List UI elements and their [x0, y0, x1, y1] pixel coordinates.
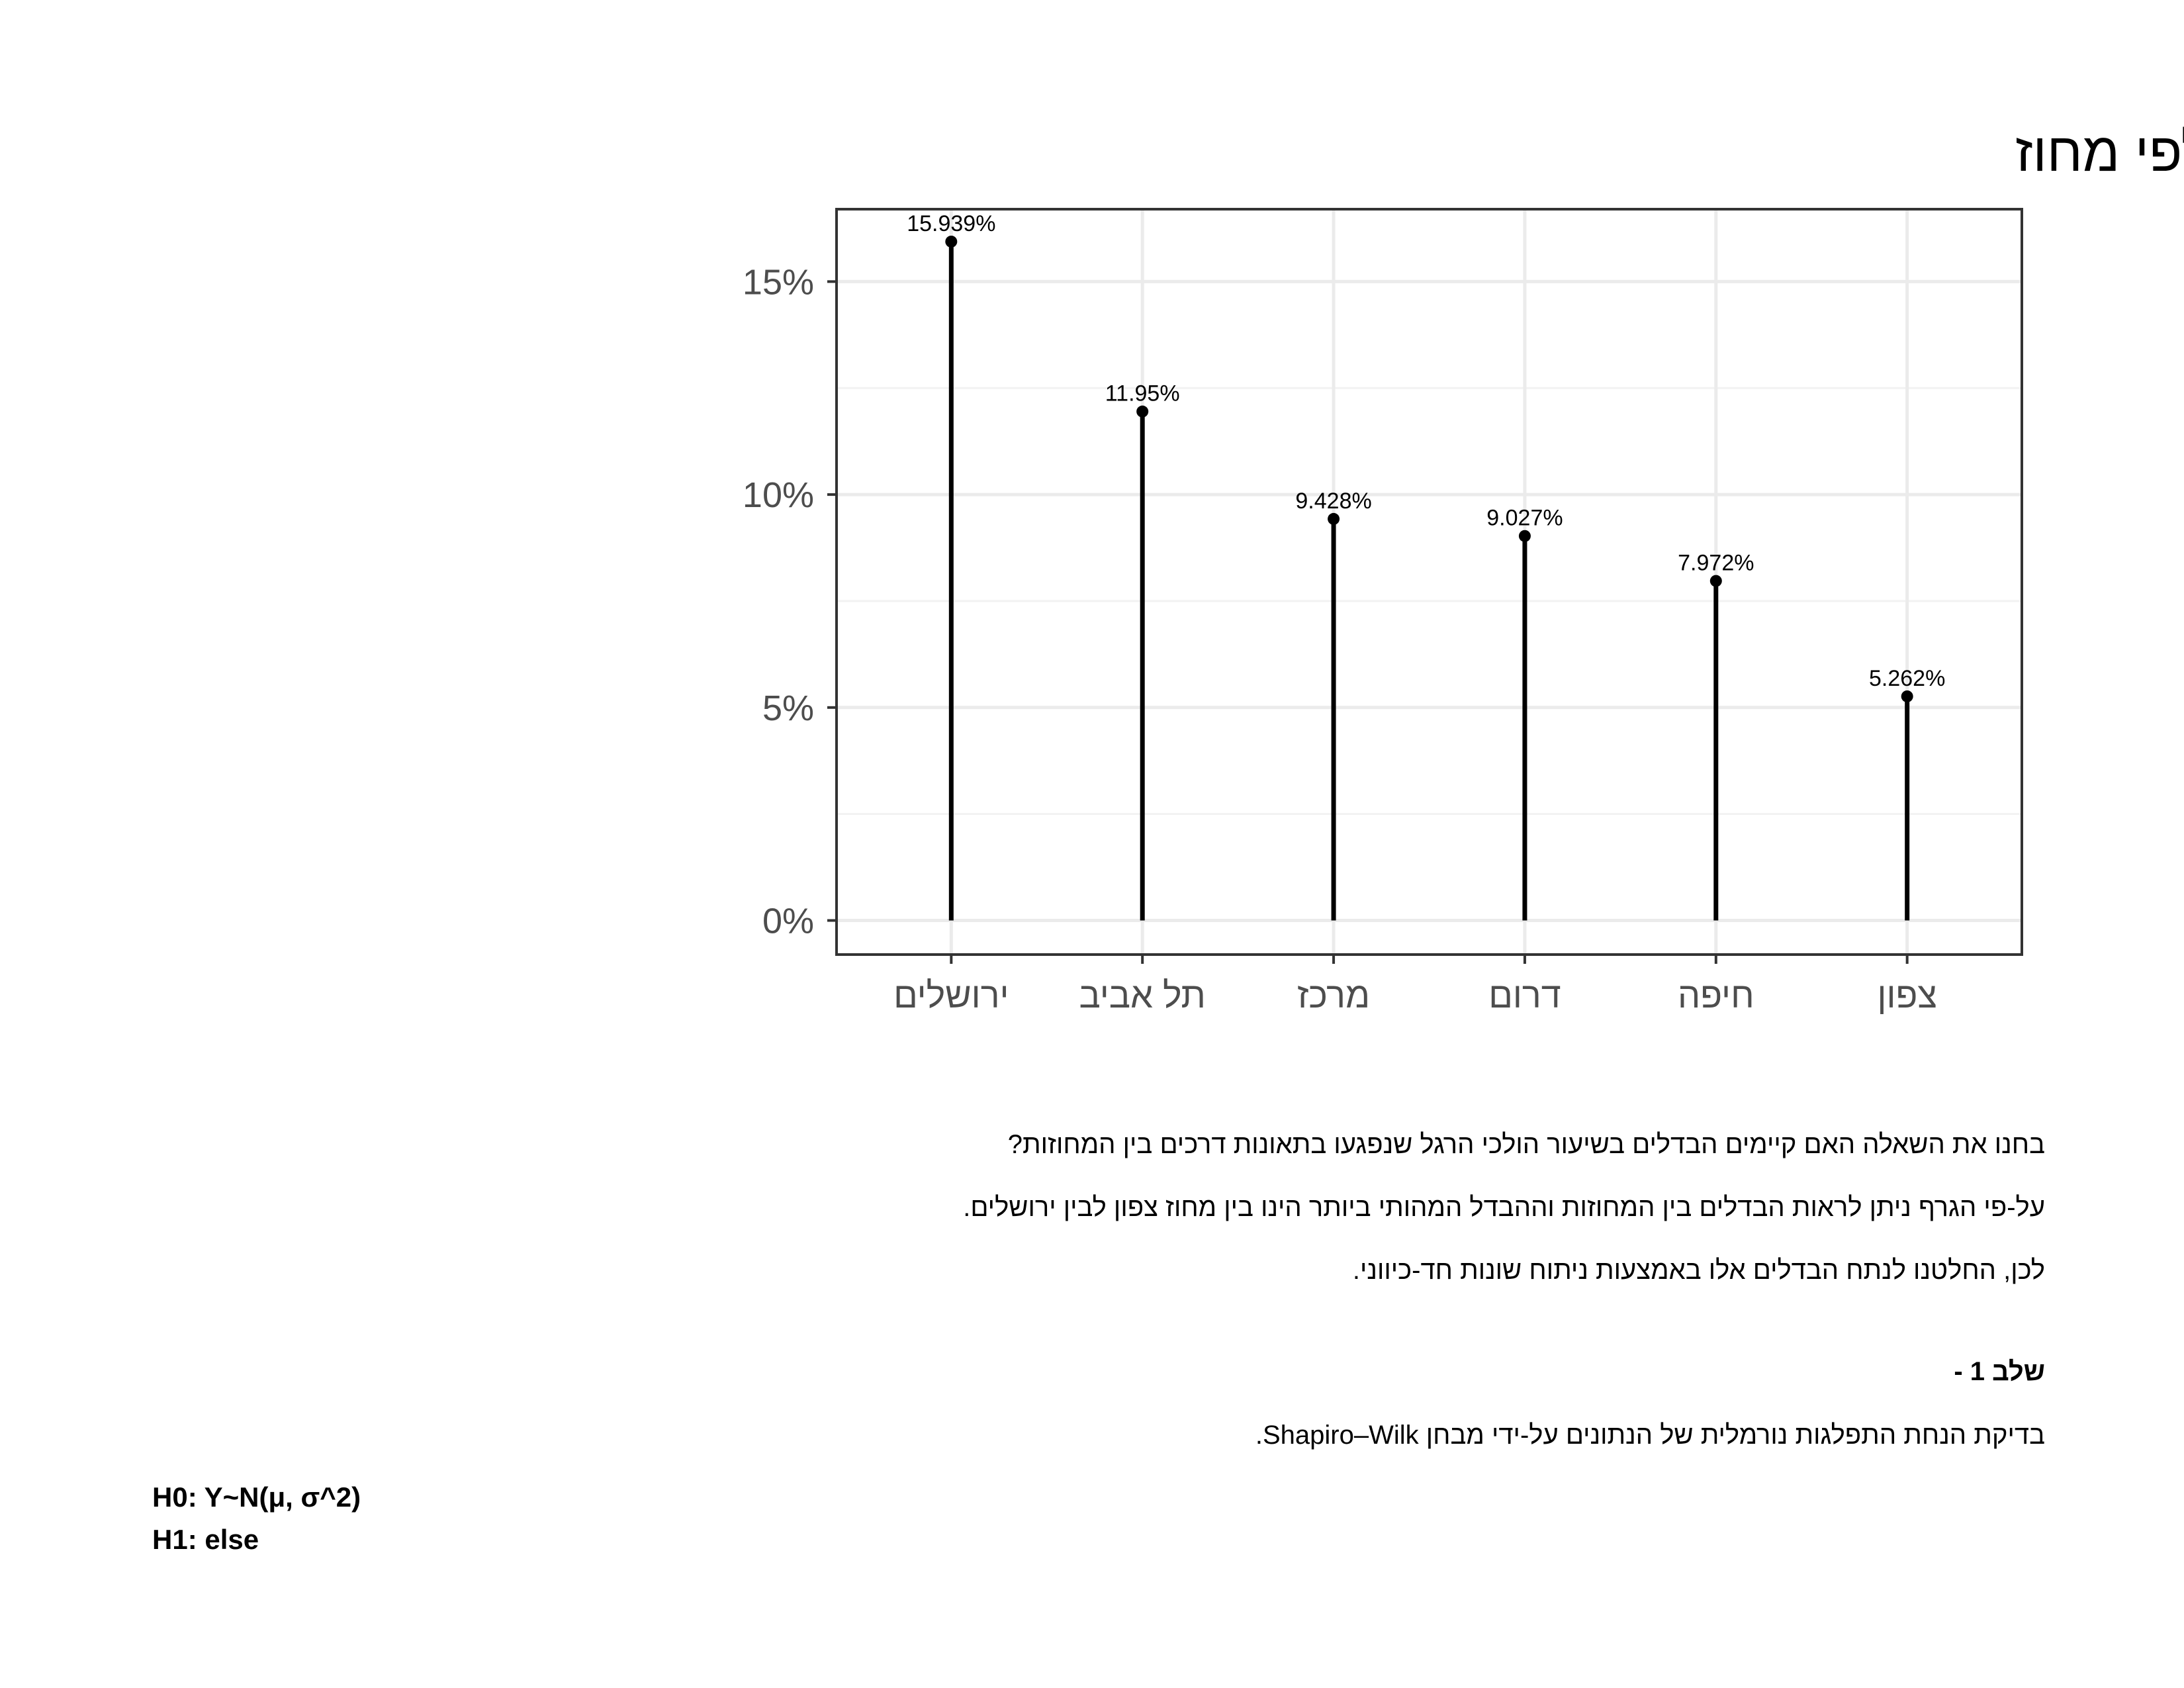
lollipop-point — [1518, 530, 1531, 542]
chart-title: שיעור הולכי הרגל שנפגעו בתאונות דרכים לפ… — [2015, 122, 2184, 183]
decision-paragraph: לכן, החלטנו לנתח הבדלים אלו באמצעות ניתו… — [1352, 1256, 2045, 1285]
y-tick-label: 15% — [743, 262, 814, 302]
observation-paragraph: על-פי הגרף ניתן לראות הבדלים בין המחוזות… — [963, 1193, 2045, 1222]
x-tick-label: ירושלים — [893, 976, 1009, 1015]
lollipop-point — [945, 235, 958, 248]
data-marks: 15.939% 11.95% 9.428% 9.027% 7.972% 5.262% — [907, 211, 1945, 921]
question-paragraph: בחנו את השאלה האם קיימים הבדלים בשיעור ה… — [1007, 1130, 2045, 1159]
normality-test-paragraph: בדיקת הנחת התפלגות נורמלית של הנתונים על… — [1255, 1421, 2045, 1450]
y-tick-label: 5% — [762, 688, 814, 728]
lollipop-point — [1709, 575, 1722, 587]
grid-lines — [837, 209, 2022, 955]
x-tick-label: צפון — [1877, 976, 1936, 1015]
step-heading: שלב 1 - — [1954, 1357, 2045, 1386]
x-tick-label: חיפה — [1678, 976, 1754, 1015]
alternative-hypothesis: H1: else — [152, 1524, 259, 1555]
data-label: 5.262% — [1869, 666, 1945, 691]
y-tick-label: 0% — [762, 902, 814, 941]
data-label: 9.027% — [1486, 506, 1563, 531]
axes: 0% 5% 10% 15% ירושלים תל אביב מרכז דרום חיפה צפון — [743, 262, 1937, 1015]
data-label: 7.972% — [1678, 551, 1754, 576]
data-label: 11.95% — [1105, 381, 1180, 406]
data-label: 9.428% — [1295, 489, 1371, 514]
lollipop-point — [1901, 690, 1913, 702]
x-tick-label: דרום — [1488, 976, 1561, 1015]
lollipop-point — [1328, 512, 1340, 525]
data-label: 15.939% — [907, 211, 995, 236]
x-tick-label: תל אביב — [1079, 976, 1206, 1015]
x-tick-label: מרכז — [1297, 976, 1370, 1015]
null-hypothesis: H0: Y~N(μ, σ^2) — [152, 1481, 361, 1513]
panel-border — [835, 208, 2023, 956]
y-tick-label: 10% — [743, 475, 814, 515]
lollipop-point — [1136, 405, 1149, 418]
